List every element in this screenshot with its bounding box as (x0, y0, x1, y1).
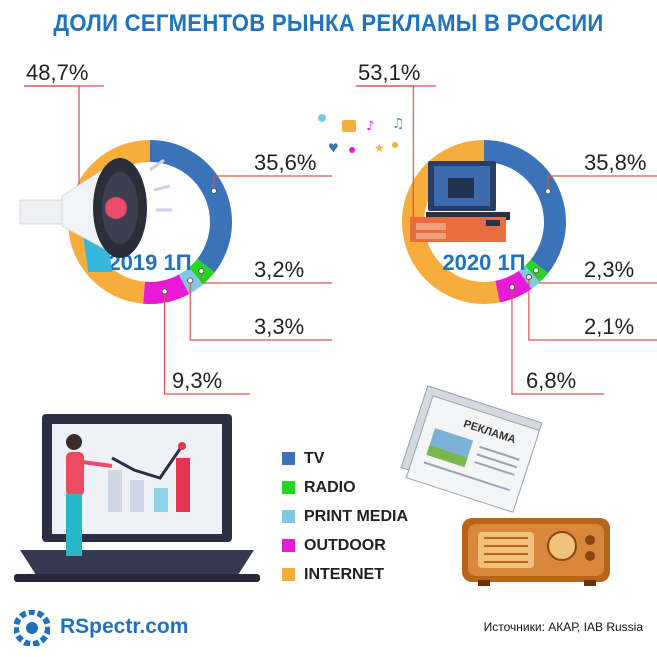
svg-text:♫: ♫ (392, 116, 405, 132)
leader-line (189, 280, 252, 341)
legend-label: TV (304, 449, 325, 467)
leader-dot (525, 274, 532, 281)
tv-desk-icon (410, 161, 510, 242)
donut-slice-tv (484, 140, 566, 274)
data-label: 48,7% (26, 60, 88, 85)
data-label: 53,1% (358, 60, 420, 85)
leader-line (528, 277, 582, 341)
legend-swatch (282, 510, 295, 523)
leader-dot (187, 277, 194, 284)
radio-icon (462, 518, 610, 586)
chart-legend: TV RADIO PRINT MEDIA OUTDOOR INTERNET (282, 444, 408, 589)
brand-name: RSpectr.com (60, 615, 189, 638)
data-label: 9,3% (172, 368, 222, 393)
data-label: 6,8% (526, 368, 576, 393)
legend-label: INTERNET (304, 565, 384, 583)
legend-item-internet: INTERNET (282, 560, 408, 589)
leader-line (213, 175, 252, 191)
legend-item-print-media: PRINT MEDIA (282, 502, 408, 531)
megaphone-icon (19, 158, 172, 272)
leader-line (164, 291, 170, 395)
legend-swatch (282, 481, 295, 494)
leader-dot (508, 284, 515, 291)
legend-label: OUTDOOR (304, 536, 386, 554)
donut-chart: 35,8% 2,3% 2,1% 6,8% 53,1% 2020 1П (356, 60, 657, 395)
svg-text:♪: ♪ (366, 119, 374, 134)
legend-item-outdoor: OUTDOOR (282, 531, 408, 560)
donut-slice-tv (150, 140, 232, 273)
data-label: 2,1% (584, 314, 634, 339)
svg-text:♥: ♥ (328, 141, 339, 155)
leader-line (547, 175, 582, 192)
data-label: 35,6% (254, 150, 316, 175)
page-title: ДОЛИ СЕГМЕНТОВ РЫНКА РЕКЛАМЫ В РОССИИ (53, 10, 604, 37)
data-label: 3,3% (254, 314, 304, 339)
legend-swatch (282, 539, 295, 552)
data-label: 2,3% (584, 257, 634, 282)
newspaper-icon: РЕКЛАМА (400, 385, 543, 513)
legend-swatch (282, 568, 295, 581)
legend-label: PRINT MEDIA (304, 507, 408, 525)
legend-label: RADIO (304, 478, 356, 496)
svg-text:★: ★ (374, 141, 385, 155)
source-note: Источники: АКАР, IAB Russia (483, 620, 643, 634)
data-label: 35,8% (584, 150, 646, 175)
legend-item-tv: TV (282, 444, 408, 473)
donut-slice-internet (401, 140, 500, 304)
social-doodles-icon: ♪ ♫ ♥ ★ (318, 114, 405, 155)
leader-dot (161, 288, 168, 295)
laptop-presentation-icon (14, 414, 260, 582)
rspectr-logo-icon (14, 610, 50, 646)
legend-item-radio: RADIO (282, 473, 408, 502)
donut-center-label: 2020 1П (442, 250, 525, 275)
leader-dot (533, 267, 540, 274)
legend-swatch (282, 452, 295, 465)
leader-dot (210, 187, 217, 194)
leader-dot (198, 268, 205, 275)
data-label: 3,2% (254, 257, 304, 282)
leader-dot (545, 188, 552, 195)
leader-line (511, 287, 524, 395)
